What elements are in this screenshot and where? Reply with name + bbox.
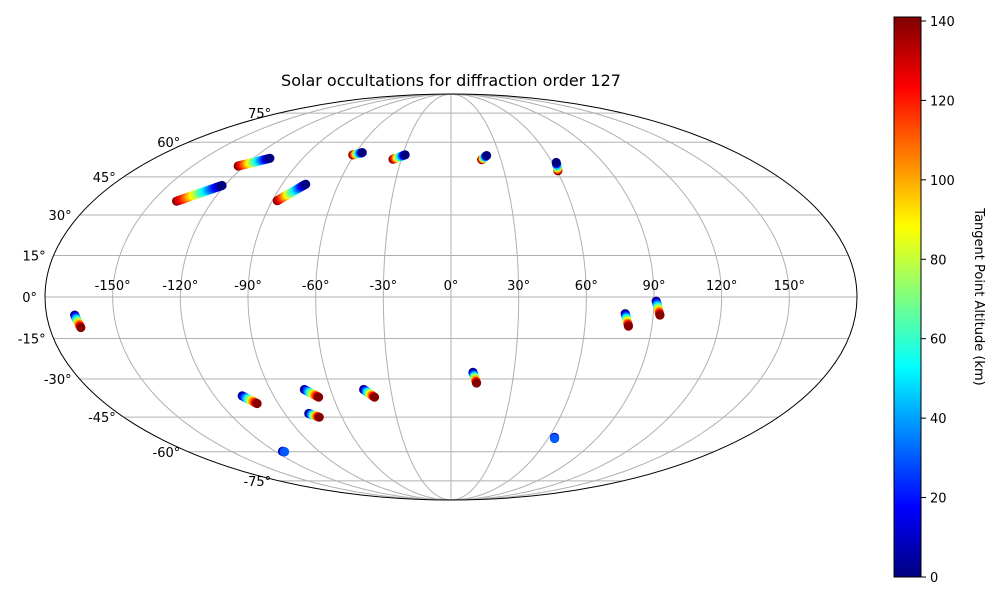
latitude-tick-label: 75° (248, 107, 271, 122)
latitude-tick-label: 45° (93, 171, 116, 186)
colorbar-tick-label: 40 (930, 412, 947, 427)
occultation-point (471, 378, 482, 388)
longitude-tick-label: -60° (302, 279, 330, 294)
latitude-tick-label: -15° (18, 333, 46, 348)
occultation-point (551, 157, 561, 168)
occultation-point (314, 412, 324, 422)
colorbar-tick-label: 60 (930, 333, 947, 348)
longitude-tick-label: 0° (444, 279, 459, 294)
latitude-tick-label: 15° (23, 249, 46, 264)
occultation-points (70, 147, 665, 457)
latitude-tick-label: -45° (88, 411, 116, 426)
occultation-point (265, 153, 275, 163)
map-boundary (44, 93, 858, 501)
longitude-tick-label: 150° (774, 279, 805, 294)
colorbar-tick-label: 140 (930, 15, 955, 30)
colorbar-tick-label: 20 (930, 492, 947, 507)
colorbar (893, 16, 922, 578)
longitude-tick-label: -120° (162, 279, 198, 294)
occultation-point (313, 392, 324, 402)
occultation-point (369, 392, 380, 402)
latitude-tick-label: 0° (22, 291, 37, 306)
occultation-point (655, 310, 665, 320)
longitude-tick-label: -30° (369, 279, 397, 294)
colorbar-tick-label: 0 (930, 571, 938, 586)
grid-layer (45, 94, 857, 500)
latitude-tick-label: 60° (157, 136, 180, 151)
chart-title: Solar occultations for diffraction order… (281, 71, 621, 90)
latitude-tick-label: -75° (243, 475, 271, 490)
occultation-point (549, 433, 560, 444)
latitude-tick-labels: 75° 60° 45° 30° 15° 0° -15° -30° -45° -60° -75° (18, 107, 271, 490)
occultation-point (357, 147, 367, 158)
colorbar-tick-label: 120 (930, 94, 955, 109)
occultation-point (400, 150, 410, 160)
longitude-tick-label: 90° (642, 279, 665, 294)
longitude-tick-label: -150° (95, 279, 131, 294)
longitude-tick-labels: -150° -120° -90° -60° -30° 0° 30° 60° 90° 120° 150… (95, 279, 805, 294)
occultation-point (252, 398, 262, 409)
colorbar-tick-label: 100 (930, 174, 955, 189)
longitude-tick-label: 30° (507, 279, 530, 294)
occultation-point (623, 321, 634, 331)
occultation-point (76, 322, 86, 333)
occultation-point (280, 447, 290, 457)
latitude-tick-label: 30° (49, 209, 72, 224)
colorbar-ticks: 0 20 40 60 80 100 120 140 (921, 15, 955, 586)
colorbar-tick-label: 80 (930, 253, 947, 268)
latitude-tick-label: -30° (44, 373, 72, 388)
colorbar-label: Tangent Point Altitude (km) (971, 207, 986, 385)
longitude-tick-label: -90° (234, 279, 262, 294)
longitude-tick-label: 60° (575, 279, 598, 294)
occultation-point (481, 150, 492, 161)
occultation-point (217, 180, 227, 191)
longitude-tick-label: 120° (706, 279, 737, 294)
latitude-tick-label: -60° (153, 446, 181, 461)
occultation-point (301, 179, 311, 189)
